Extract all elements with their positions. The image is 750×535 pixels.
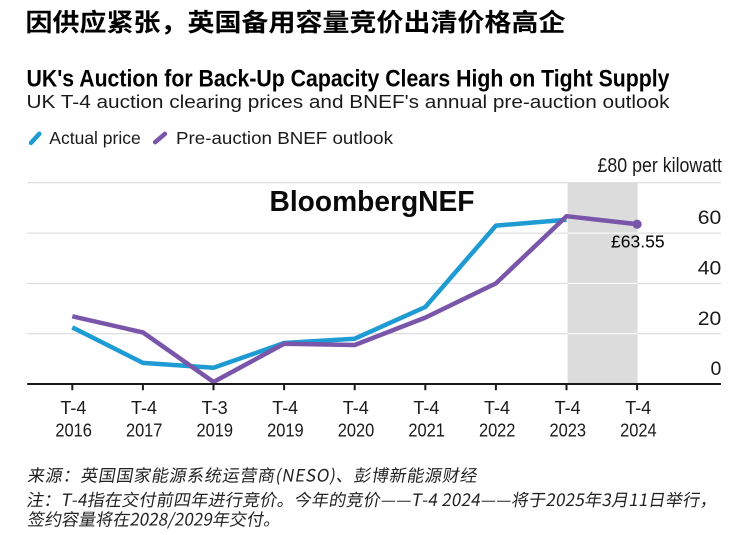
svg-text:UK's Auction for Back-Up Capac: UK's Auction for Back-Up Capacity Clears…: [27, 66, 671, 93]
svg-text:60: 60: [698, 207, 722, 229]
svg-text:Actual price: Actual price: [49, 128, 140, 148]
svg-text:T-4: T-4: [555, 398, 581, 418]
svg-text:0: 0: [710, 358, 721, 380]
svg-text:2022: 2022: [479, 421, 516, 441]
svg-text:2021: 2021: [408, 421, 445, 441]
svg-text:2019: 2019: [267, 421, 304, 441]
svg-text:Pre-auction BNEF outlook: Pre-auction BNEF outlook: [176, 128, 393, 148]
svg-text:£63.55: £63.55: [611, 231, 665, 251]
svg-text:2024: 2024: [620, 421, 657, 441]
svg-text:2016: 2016: [55, 421, 92, 441]
svg-text:40: 40: [698, 258, 722, 280]
svg-text:T-4: T-4: [60, 398, 86, 418]
svg-text:£80 per kilowatt: £80 per kilowatt: [598, 155, 723, 177]
svg-text:T-4: T-4: [272, 398, 298, 418]
svg-text:20: 20: [698, 308, 722, 330]
svg-text:T-4: T-4: [625, 398, 651, 418]
svg-text:BloombergNEF: BloombergNEF: [270, 186, 475, 218]
svg-text:2017: 2017: [126, 421, 163, 441]
svg-text:T-4: T-4: [484, 398, 510, 418]
svg-text:UK T-4 auction clearing prices: UK T-4 auction clearing prices and BNEF'…: [27, 91, 671, 112]
svg-text:2020: 2020: [338, 421, 375, 441]
svg-text:T-4: T-4: [343, 398, 369, 418]
svg-text:T-4: T-4: [131, 398, 157, 418]
svg-text:2023: 2023: [550, 421, 587, 441]
svg-text:T-4: T-4: [413, 398, 439, 418]
svg-text:T-3: T-3: [202, 398, 228, 418]
svg-text:2019: 2019: [197, 421, 234, 441]
